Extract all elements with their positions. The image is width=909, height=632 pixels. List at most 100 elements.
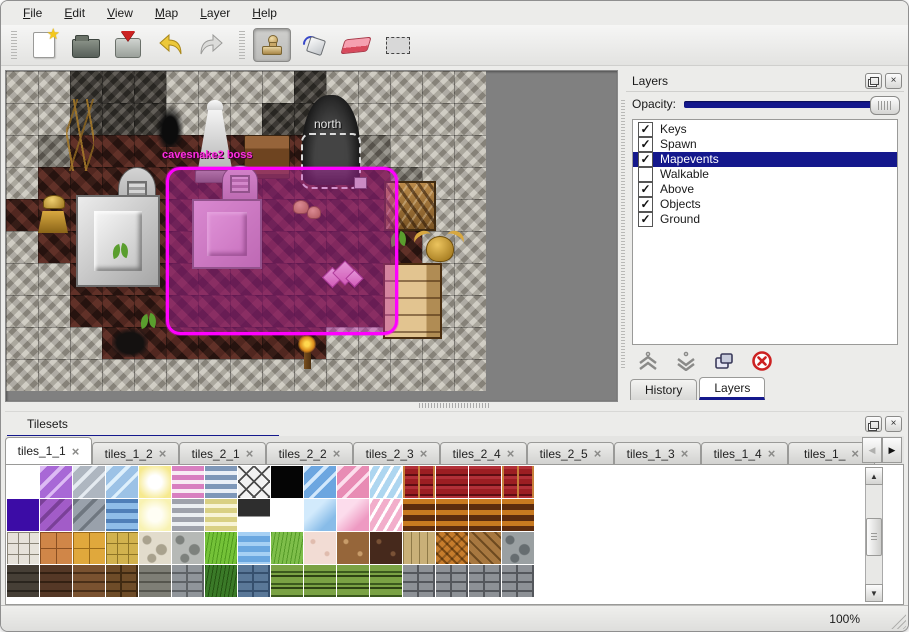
tileset-tab-tiles_2_3[interactable]: tiles_2_3 × [353,442,440,464]
palette-tile[interactable] [172,466,204,498]
palette-tile[interactable] [436,565,468,597]
menu-item-view[interactable]: View [107,6,133,20]
palette-tile[interactable] [370,565,402,597]
palette-tile[interactable] [106,466,138,498]
palette-tile[interactable] [73,466,105,498]
palette-tile[interactable] [139,466,171,498]
palette-tile[interactable] [238,532,270,564]
palette-tile[interactable] [40,532,72,564]
dock-tab-history[interactable]: History [630,379,698,400]
scroll-up-button[interactable]: ▲ [865,467,883,485]
dock-tab-layers[interactable]: Layers [699,377,766,400]
layer-row-spawn[interactable]: ✓ Spawn [633,136,897,152]
tileset-tab-tiles_2_4[interactable]: tiles_2_4 × [440,442,527,464]
layer-row-objects[interactable]: ✓ Objects [633,196,897,212]
layer-visibility-checkbox[interactable]: ✓ [638,151,653,167]
palette-tile[interactable] [7,466,39,498]
palette-tile[interactable] [337,466,369,498]
palette-tile[interactable] [205,499,237,531]
palette-tile[interactable] [469,565,501,597]
map-object-torch[interactable] [294,335,320,369]
palette-tile[interactable] [469,466,501,498]
tab-close-icon[interactable]: × [767,446,776,461]
save-file-button[interactable] [109,28,147,62]
menu-item-layer[interactable]: Layer [200,6,231,20]
palette-tile[interactable] [238,466,270,498]
map-object-sprout[interactable] [110,241,132,261]
tileset-tab-tiles_1_1[interactable]: tiles_1_1 × [5,437,92,464]
palette-tile[interactable] [337,565,369,597]
tab-close-icon[interactable]: × [419,446,428,461]
palette-tile[interactable] [139,532,171,564]
palette-tile[interactable] [370,532,402,564]
scroll-down-button[interactable]: ▼ [865,584,883,602]
palette-tile[interactable] [337,532,369,564]
palette-tile[interactable] [403,532,435,564]
palette-tile[interactable] [502,466,534,498]
layer-row-walkable[interactable]: Walkable [633,166,897,182]
palette-tile[interactable] [502,499,534,531]
palette-tile[interactable] [7,565,39,597]
tileset-tab-tiles_1_2[interactable]: tiles_1_2 × [92,442,179,464]
map-object-shadow[interactable] [156,105,184,147]
close-panel-button[interactable]: × [885,72,902,89]
palette-tile[interactable] [271,466,303,498]
palette-tile[interactable] [403,565,435,597]
dock-drag-handle[interactable] [621,100,625,370]
palette-tile[interactable] [436,499,468,531]
menu-item-edit[interactable]: Edit [64,6,86,20]
palette-tile[interactable] [172,499,204,531]
palette-tile[interactable] [469,532,501,564]
opacity-slider-handle[interactable] [870,95,900,115]
palette-tile[interactable] [271,565,303,597]
tileset-tab-tiles_2_1[interactable]: tiles_2_1 × [179,442,266,464]
tileset-canvas[interactable]: ▲ ▼ [5,465,904,605]
layer-visibility-checkbox[interactable]: ✓ [638,211,653,227]
resize-grip[interactable] [888,611,906,629]
palette-tile[interactable] [304,499,336,531]
eraser-tool-button[interactable] [337,28,375,62]
fill-tool-button[interactable] [295,28,333,62]
palette-tile[interactable] [139,499,171,531]
tab-close-icon[interactable]: × [245,446,254,461]
map-object-sprout[interactable] [138,311,159,331]
palette-tile[interactable] [502,532,534,564]
map-object-hole[interactable] [112,329,148,357]
palette-tile[interactable] [73,499,105,531]
map-object-slab_gray[interactable] [76,195,160,287]
tab-scroll-prev-button[interactable]: ◀ [862,437,882,463]
tab-close-icon[interactable]: × [158,446,167,461]
tileset-tab-tiles_1_4[interactable]: tiles_1_4 × [701,442,788,464]
palette-tile[interactable] [139,565,171,597]
palette-tile[interactable] [436,466,468,498]
palette-tile[interactable] [304,532,336,564]
palette-tile[interactable] [7,532,39,564]
tileset-tab-tiles_2_5[interactable]: tiles_2_5 × [527,442,614,464]
map-object-lamp[interactable] [32,195,74,233]
palette-tile[interactable] [469,499,501,531]
layer-visibility-checkbox[interactable]: ✓ [638,196,653,212]
palette-tile[interactable] [502,565,534,597]
palette-tile[interactable] [238,565,270,597]
layer-visibility-checkbox[interactable]: ✓ [638,121,653,137]
layer-row-above[interactable]: ✓ Above [633,181,897,197]
palette-tile[interactable] [73,532,105,564]
redo-button[interactable] [193,28,231,62]
map-selection-rect[interactable] [166,167,398,335]
tileset-tab-tiles_1_3[interactable]: tiles_1_3 × [614,442,701,464]
palette-tile[interactable] [304,466,336,498]
layer-row-mapevents[interactable]: ✓ Mapevents [633,151,897,167]
tab-close-icon[interactable]: × [332,446,341,461]
palette-tile[interactable] [40,565,72,597]
tileset-tab-tiles_2_2[interactable]: tiles_2_2 × [266,442,353,464]
stamp-tool-button[interactable] [253,28,291,62]
palette-tile[interactable] [370,499,402,531]
palette-tile[interactable] [304,565,336,597]
layer-visibility-checkbox[interactable] [638,166,653,182]
map-canvas[interactable]: cavesnake2 boss north [6,71,486,391]
palette-tile[interactable] [205,466,237,498]
palette-tile[interactable] [106,565,138,597]
menu-item-help[interactable]: Help [252,6,277,20]
opacity-slider[interactable] [684,95,900,115]
layer-delete-button[interactable] [750,349,774,373]
